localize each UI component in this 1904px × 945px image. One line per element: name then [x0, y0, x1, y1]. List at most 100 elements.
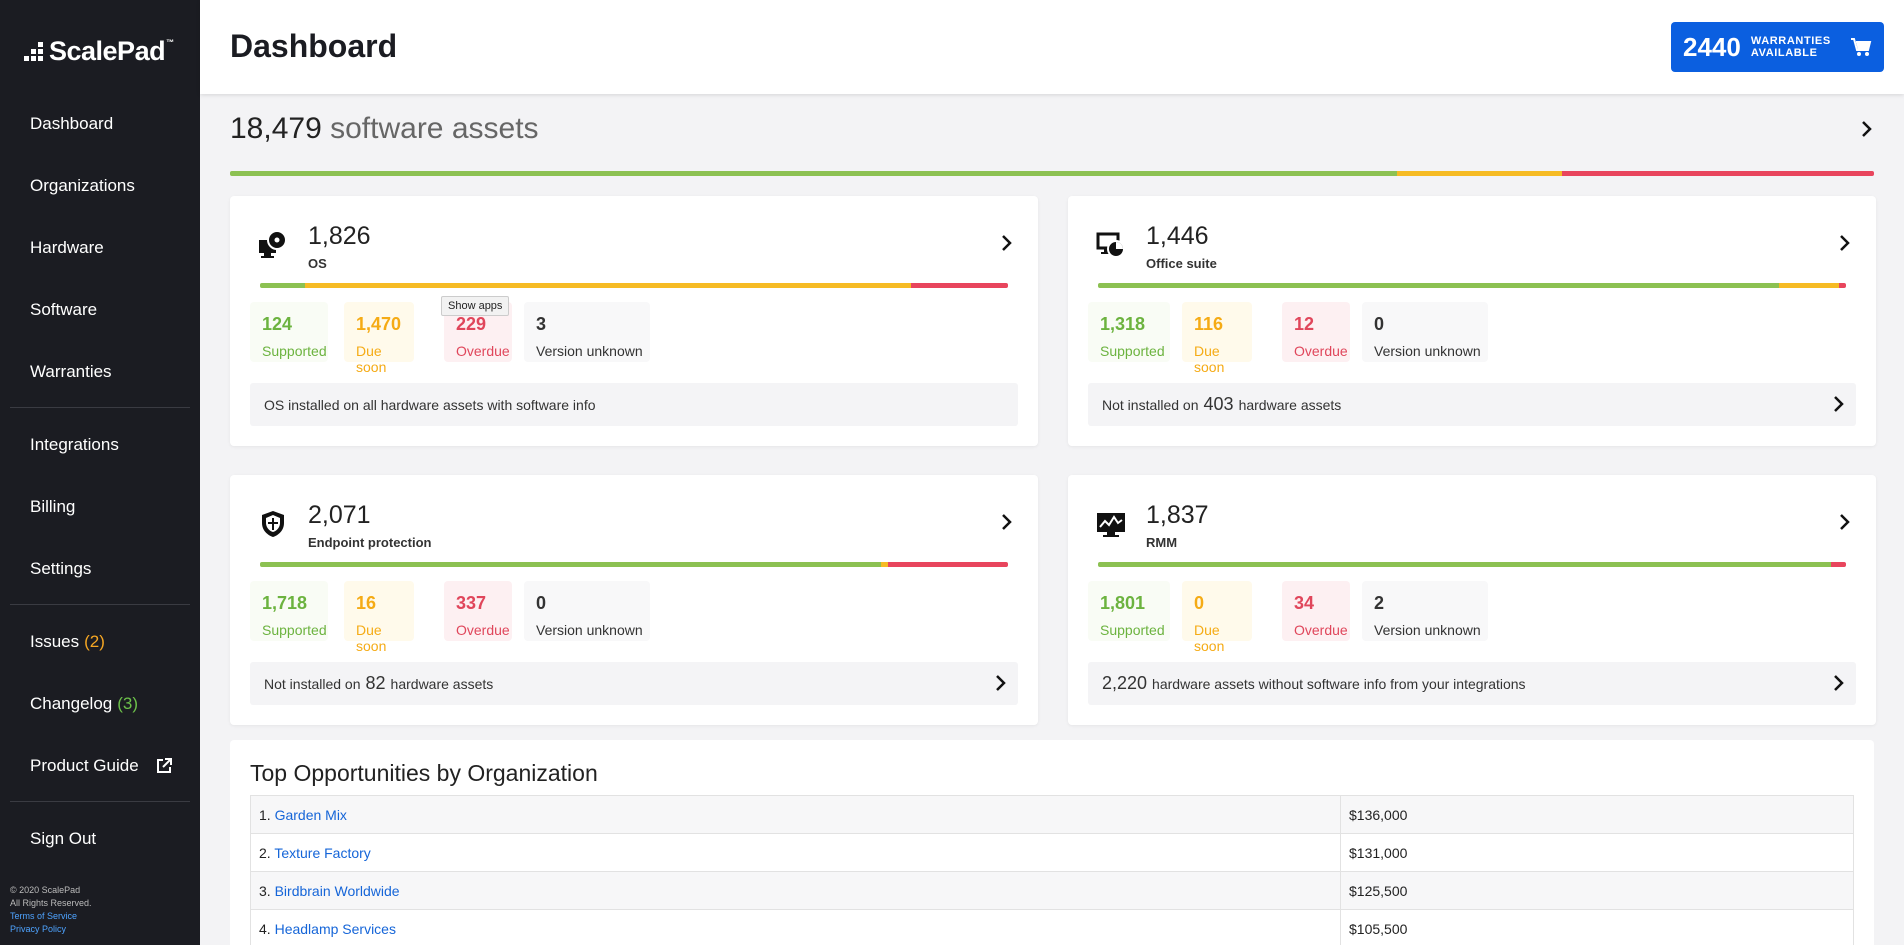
warranty-count: 2440: [1683, 31, 1741, 62]
sidebar-item-dashboard[interactable]: Dashboard: [30, 114, 114, 133]
office-suite-version-unknown-stat[interactable]: 0 Version unknown: [1362, 302, 1488, 362]
stat-label: Supported: [1100, 343, 1165, 359]
office-suite-supported-stat[interactable]: 1,318 Supported: [1088, 302, 1170, 362]
stat-label: Supported: [1100, 622, 1165, 638]
stat-value: 229: [456, 314, 487, 334]
office-suite-note[interactable]: Not installed on 403 hardware assets: [1088, 383, 1856, 426]
show-apps-tooltip: Show apps: [441, 296, 510, 316]
sidebar-item-integrations[interactable]: Integrations: [30, 435, 119, 454]
rmm-due-soon-stat[interactable]: 0 Due soon: [1182, 581, 1252, 654]
stat-label: Supported: [262, 343, 327, 359]
terms-link[interactable]: Terms of Service: [10, 911, 78, 921]
rmm-chevron-right-icon[interactable]: [1838, 513, 1852, 531]
stat-label: Due soon: [356, 622, 387, 654]
sign-out-button[interactable]: Sign Out: [30, 829, 97, 848]
endpoint-protection-due-soon-stat[interactable]: 16 Due soon: [344, 581, 414, 654]
office-suite-note-chevron-right-icon[interactable]: [1832, 395, 1846, 413]
rank: 2.: [259, 844, 271, 861]
stat-value: 1,801: [1100, 593, 1146, 613]
endpoint-protection-note[interactable]: Not installed on 82 hardware assets: [250, 662, 1018, 705]
changelog-count: (3): [117, 694, 139, 713]
value-cell: $131,000: [1340, 833, 1854, 872]
stat-value: 0: [1374, 314, 1385, 334]
rmm-note-chevron-right-icon[interactable]: [1832, 674, 1846, 692]
bar-overdue-segment: [1561, 171, 1874, 176]
os-version-unknown-stat[interactable]: 3 Version unknown: [524, 302, 650, 362]
table-row: 4. Headlamp Services $105,500: [250, 909, 1854, 945]
stat-label: Supported: [262, 622, 327, 638]
org-link[interactable]: Birdbrain Worldwide: [274, 882, 400, 899]
logo-text: ScalePad: [49, 36, 166, 66]
org-link[interactable]: Texture Factory: [274, 844, 371, 861]
changelog-label: Changelog: [30, 694, 113, 713]
sidebar-item-changelog[interactable]: Changelog (3): [30, 694, 138, 714]
org-link[interactable]: Headlamp Services: [274, 920, 396, 937]
office-suite-overdue-stat[interactable]: 12 Overdue: [1282, 302, 1350, 362]
sidebar-item-hardware[interactable]: Hardware: [30, 238, 104, 257]
os-due-soon-stat[interactable]: 1,470 Due soon: [344, 302, 414, 375]
bar-supported-segment: [260, 562, 881, 567]
sidebar-item-settings[interactable]: Settings: [30, 559, 92, 578]
bar-supported-segment: [230, 171, 1398, 176]
rmm-note[interactable]: 2,220 hardware assets without software i…: [1088, 662, 1856, 705]
endpoint-protection-note-chevron-right-icon[interactable]: [994, 674, 1008, 692]
value-cell: $136,000: [1340, 795, 1854, 834]
org-cell: 4. Headlamp Services: [250, 909, 1341, 945]
sidebar-item-software[interactable]: Software: [30, 300, 98, 319]
warranties-available-button[interactable]: 2440 WARRANTIES AVAILABLE: [1671, 22, 1884, 72]
warranty-label-line2: AVAILABLE: [1750, 47, 1818, 59]
opportunities-table: 1. Garden Mix $136,000 2. Texture Factor…: [250, 795, 1854, 945]
rmm-version-unknown-stat[interactable]: 2 Version unknown: [1362, 581, 1488, 641]
stat-value: 3: [536, 314, 547, 334]
rmm-supported-stat[interactable]: 1,801 Supported: [1088, 581, 1170, 641]
stat-value: 34: [1294, 593, 1315, 613]
sidebar-item-issues[interactable]: Issues (2): [30, 632, 105, 652]
endpoint-protection-status-bar: [260, 562, 1008, 567]
stat-label: Due soon: [1194, 343, 1225, 375]
endpoint-protection-chevron-right-icon[interactable]: [1000, 513, 1014, 531]
stat-label: Version unknown: [1374, 343, 1481, 359]
office-suite-due-soon-stat[interactable]: 116 Due soon: [1182, 302, 1252, 375]
warranty-label-line1: WARRANTIES: [1750, 35, 1831, 47]
opportunities-title: Top Opportunities by Organization: [250, 760, 598, 786]
bar-supported-segment: [260, 283, 305, 288]
os-chevron-right-icon[interactable]: [1000, 234, 1014, 252]
bar-overdue-segment: [1838, 283, 1846, 288]
endpoint-protection-supported-stat[interactable]: 1,718 Supported: [250, 581, 328, 641]
endpoint-protection-overdue-stat[interactable]: 337 Overdue: [444, 581, 512, 641]
privacy-link[interactable]: Privacy Policy: [10, 924, 67, 934]
bar-due-soon-segment: [880, 562, 889, 567]
os-disc-icon: [259, 230, 287, 258]
scalepad-logo[interactable]: ScalePad ™: [24, 36, 174, 67]
stat-value: 124: [262, 314, 293, 334]
sidebar-divider: [10, 604, 190, 605]
office-chart-icon: [1096, 232, 1125, 258]
rmm-status-bar: [1098, 562, 1846, 567]
rmm-label: RMM: [1146, 535, 1178, 550]
os-supported-stat[interactable]: 124 Supported: [250, 302, 328, 362]
endpoint-protection-card: 2,071 Endpoint protection 1,718 Supporte…: [230, 475, 1038, 725]
software-assets-chevron-right-icon[interactable]: [1860, 120, 1874, 138]
logo-mark-icon: [24, 42, 43, 61]
endpoint-protection-version-unknown-stat[interactable]: 0 Version unknown: [524, 581, 650, 641]
product-guide-label: Product Guide: [30, 756, 139, 775]
office-suite-status-bar: [1098, 283, 1846, 288]
stat-label: Version unknown: [536, 622, 643, 638]
sidebar-item-organizations[interactable]: Organizations: [30, 176, 135, 195]
sidebar-footer: © 2020 ScalePad All Rights Reserved. Ter…: [10, 884, 92, 936]
rmm-card: 1,837 RMM 1,801 Supported 0 Due soon 34 …: [1068, 475, 1876, 725]
stat-value: 337: [456, 593, 487, 613]
sidebar-item-warranties[interactable]: Warranties: [30, 362, 112, 381]
sidebar-item-product-guide[interactable]: Product Guide: [30, 756, 173, 776]
note-value: 82: [365, 673, 386, 693]
org-cell: 3. Birdbrain Worldwide: [250, 871, 1341, 910]
endpoint-protection-count: 2,071: [308, 501, 371, 529]
value-cell: $125,500: [1340, 871, 1854, 910]
sidebar: ScalePad ™ Dashboard Organizations Hardw…: [0, 0, 200, 945]
org-link[interactable]: Garden Mix: [274, 806, 347, 823]
rmm-overdue-stat[interactable]: 34 Overdue: [1282, 581, 1350, 641]
office-suite-chevron-right-icon[interactable]: [1838, 234, 1852, 252]
stat-value: 0: [1194, 593, 1205, 613]
cart-icon: [1851, 38, 1872, 56]
sidebar-item-billing[interactable]: Billing: [30, 497, 76, 516]
